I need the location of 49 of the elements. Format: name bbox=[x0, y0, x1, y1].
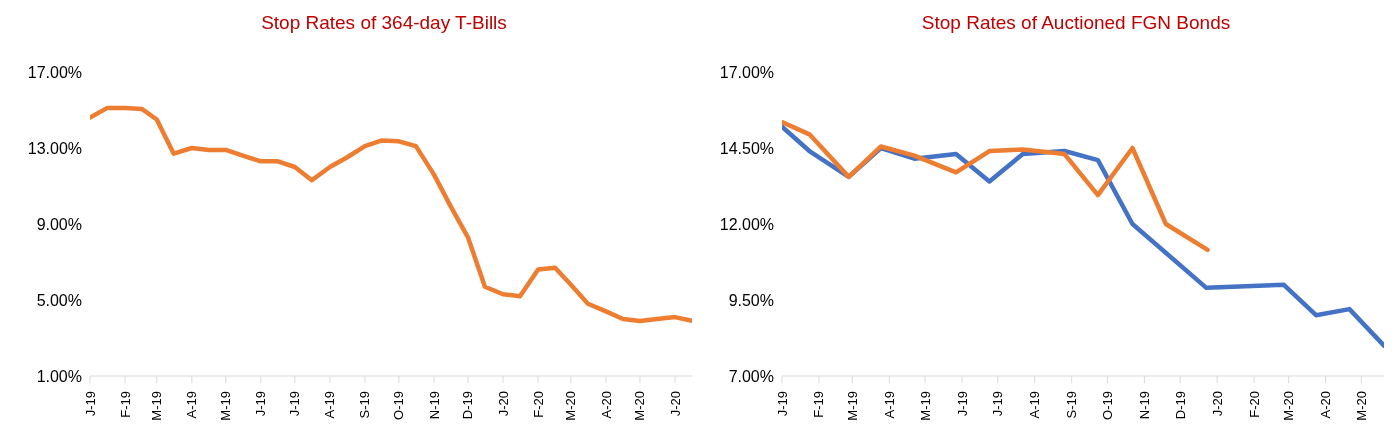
x-tick-label: N-19 bbox=[1136, 391, 1152, 420]
y-tick-label: 5.00% bbox=[36, 291, 82, 309]
y-tick-label: 17.00% bbox=[27, 63, 82, 81]
chart-title: Stop Rates of 364-day T-Bills bbox=[260, 11, 508, 35]
x-tick-label: A-19 bbox=[1027, 391, 1043, 419]
y-tick-label: 9.00% bbox=[36, 215, 82, 233]
x-tick-label: D-19 bbox=[1172, 391, 1188, 420]
x-tick-label: M-19 bbox=[844, 391, 860, 421]
x-tick-label: F-20 bbox=[1246, 391, 1262, 418]
x-tick-label: M-20 bbox=[632, 391, 648, 421]
line-series bbox=[782, 119, 1210, 253]
x-tick-label: A-19 bbox=[322, 391, 338, 419]
y-tick-label: 17.00% bbox=[719, 63, 774, 81]
x-tick-label: D-19 bbox=[460, 391, 476, 420]
x-tick-label: M-19 bbox=[917, 391, 933, 421]
x-tick-label: O-19 bbox=[391, 391, 407, 420]
line-series bbox=[90, 105, 692, 324]
y-tick-label: 9.50% bbox=[728, 291, 774, 309]
x-tick-label: M-19 bbox=[149, 391, 165, 421]
x-tick-label: S-19 bbox=[1064, 391, 1080, 419]
y-tick-label: 13.00% bbox=[27, 139, 82, 157]
y-tick-label: 7.00% bbox=[728, 367, 774, 385]
x-tick-label: J-19 bbox=[82, 391, 98, 417]
x-tick-label: N-19 bbox=[426, 391, 442, 420]
x-tick-label: J-20 bbox=[667, 391, 683, 417]
x-tick-label: O-19 bbox=[1099, 391, 1115, 420]
x-tick-label: J-19 bbox=[954, 391, 970, 417]
x-tick-label: J-20 bbox=[495, 391, 511, 417]
x-tick-label: F-20 bbox=[530, 391, 546, 418]
x-tick-label: J-20 bbox=[1209, 391, 1225, 417]
x-tick-label: M-20 bbox=[1353, 391, 1369, 421]
x-tick-label: A-19 bbox=[184, 391, 200, 419]
x-tick-label: A-20 bbox=[1318, 391, 1334, 419]
x-tick-label: M-19 bbox=[218, 391, 234, 421]
x-tick-label: J-19 bbox=[253, 391, 269, 417]
x-tick-label: A-19 bbox=[881, 391, 897, 419]
x-tick-label: J-19 bbox=[287, 391, 303, 417]
y-tick-label: 14.50% bbox=[719, 139, 774, 157]
x-tick-label: S-19 bbox=[357, 391, 373, 419]
x-tick-label: A-20 bbox=[598, 391, 614, 419]
x-tick-label: F-19 bbox=[811, 391, 827, 418]
x-tick-label: M-20 bbox=[563, 391, 579, 421]
chart-title: Stop Rates of Auctioned FGN Bonds bbox=[920, 11, 1232, 35]
y-tick-label: 12.00% bbox=[719, 215, 774, 233]
x-tick-label: J-19 bbox=[774, 391, 790, 417]
x-tick-label: F-19 bbox=[117, 391, 133, 418]
y-tick-label: 1.00% bbox=[36, 367, 82, 385]
x-tick-label: M-20 bbox=[1281, 391, 1297, 421]
x-tick-label: J-19 bbox=[990, 391, 1006, 417]
